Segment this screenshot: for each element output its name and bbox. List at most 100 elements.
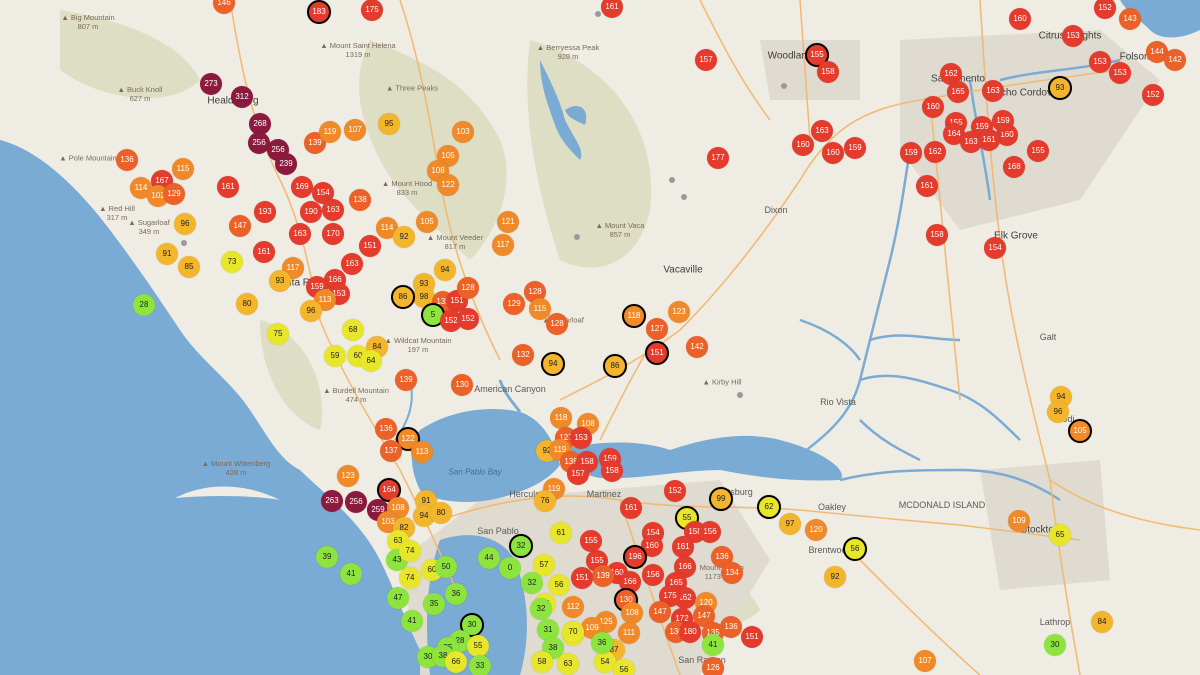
- aqi-sensor-marker[interactable]: 142: [686, 336, 708, 358]
- aqi-sensor-marker[interactable]: 158: [817, 61, 839, 83]
- aqi-sensor-marker[interactable]: 107: [914, 650, 936, 672]
- aqi-sensor-marker[interactable]: 94: [541, 352, 565, 376]
- aqi-sensor-marker[interactable]: 117: [492, 234, 514, 256]
- aqi-sensor-marker[interactable]: 177: [707, 147, 729, 169]
- aqi-sensor-marker[interactable]: 128: [457, 277, 479, 299]
- aqi-sensor-marker[interactable]: 80: [430, 502, 452, 524]
- aqi-sensor-marker[interactable]: 56: [843, 537, 867, 561]
- aqi-sensor-marker[interactable]: 154: [312, 182, 334, 204]
- aqi-sensor-marker[interactable]: 41: [401, 610, 423, 632]
- aqi-sensor-marker[interactable]: 153: [1062, 25, 1084, 47]
- aqi-sensor-marker[interactable]: 55: [467, 635, 489, 657]
- aqi-sensor-marker[interactable]: 58: [531, 651, 553, 673]
- aqi-sensor-marker[interactable]: 164: [943, 123, 965, 145]
- aqi-sensor-marker[interactable]: 166: [619, 571, 641, 593]
- aqi-sensor-marker[interactable]: 47: [387, 587, 409, 609]
- aqi-sensor-marker[interactable]: 33: [469, 655, 491, 675]
- aqi-sensor-marker[interactable]: 92: [824, 566, 846, 588]
- aqi-sensor-marker[interactable]: 132: [512, 344, 534, 366]
- aqi-sensor-marker[interactable]: 154: [984, 237, 1006, 259]
- aqi-sensor-marker[interactable]: 95: [378, 113, 400, 135]
- aqi-sensor-marker[interactable]: 96: [1047, 401, 1069, 423]
- aqi-sensor-marker[interactable]: 93: [1048, 76, 1072, 100]
- aqi-sensor-marker[interactable]: 103: [452, 121, 474, 143]
- aqi-sensor-marker[interactable]: 157: [695, 49, 717, 71]
- aqi-sensor-marker[interactable]: 65: [1049, 524, 1071, 546]
- aqi-sensor-marker[interactable]: 123: [668, 301, 690, 323]
- aqi-sensor-marker[interactable]: 74: [399, 540, 421, 562]
- aqi-sensor-marker[interactable]: 168: [1003, 156, 1025, 178]
- aqi-sensor-marker[interactable]: 136: [116, 149, 138, 171]
- aqi-sensor-marker[interactable]: 130: [451, 374, 473, 396]
- aqi-sensor-marker[interactable]: 161: [916, 175, 938, 197]
- aqi-sensor-marker[interactable]: 36: [591, 632, 613, 654]
- aqi-sensor-marker[interactable]: 155: [580, 530, 602, 552]
- aqi-sensor-marker[interactable]: 256: [248, 132, 270, 154]
- aqi-sensor-marker[interactable]: 64: [360, 350, 382, 372]
- aqi-sensor-marker[interactable]: 119: [319, 121, 341, 143]
- aqi-sensor-marker[interactable]: 153: [1109, 62, 1131, 84]
- aqi-sensor-marker[interactable]: 196: [623, 545, 647, 569]
- aqi-sensor-marker[interactable]: 163: [289, 223, 311, 245]
- aqi-sensor-marker[interactable]: 159: [844, 137, 866, 159]
- aqi-sensor-marker[interactable]: 86: [391, 285, 415, 309]
- aqi-sensor-marker[interactable]: 180: [679, 621, 701, 643]
- aqi-sensor-marker[interactable]: 62: [757, 495, 781, 519]
- aqi-sensor-marker[interactable]: 105: [416, 211, 438, 233]
- aqi-sensor-marker[interactable]: 94: [413, 505, 435, 527]
- aqi-sensor-marker[interactable]: 118: [622, 304, 646, 328]
- aqi-sensor-marker[interactable]: 94: [434, 259, 456, 281]
- aqi-sensor-marker[interactable]: 151: [741, 626, 763, 648]
- aqi-sensor-marker[interactable]: 156: [699, 521, 721, 543]
- aqi-sensor-marker[interactable]: 256: [345, 491, 367, 513]
- aqi-sensor-marker[interactable]: 115: [172, 158, 194, 180]
- aqi-sensor-marker[interactable]: 118: [550, 407, 572, 429]
- aqi-sensor-marker[interactable]: 96: [174, 213, 196, 235]
- aqi-sensor-marker[interactable]: 163: [322, 199, 344, 221]
- aqi-sensor-marker[interactable]: 121: [497, 211, 519, 233]
- aqi-sensor-marker[interactable]: 151: [645, 341, 669, 365]
- aqi-sensor-marker[interactable]: 160: [792, 134, 814, 156]
- aqi-sensor-marker[interactable]: 175: [361, 0, 383, 21]
- aqi-sensor-marker[interactable]: 239: [275, 153, 297, 175]
- aqi-sensor-marker[interactable]: 41: [340, 563, 362, 585]
- aqi-sensor-marker[interactable]: 158: [601, 460, 623, 482]
- aqi-sensor-marker[interactable]: 163: [341, 253, 363, 275]
- aqi-sensor-marker[interactable]: 146: [213, 0, 235, 14]
- aqi-sensor-marker[interactable]: 169: [291, 176, 313, 198]
- aqi-sensor-marker[interactable]: 165: [947, 81, 969, 103]
- aqi-sensor-marker[interactable]: 114: [130, 177, 152, 199]
- aqi-sensor-marker[interactable]: 41: [702, 634, 724, 656]
- aqi-sensor-marker[interactable]: 32: [521, 572, 543, 594]
- aqi-sensor-marker[interactable]: 152: [1094, 0, 1116, 19]
- aqi-sensor-marker[interactable]: 123: [337, 465, 359, 487]
- aqi-sensor-marker[interactable]: 161: [217, 176, 239, 198]
- aqi-sensor-marker[interactable]: 153: [570, 427, 592, 449]
- aqi-sensor-marker[interactable]: 35: [423, 593, 445, 615]
- aqi-sensor-marker[interactable]: 263: [321, 490, 343, 512]
- aqi-sensor-marker[interactable]: 74: [399, 567, 421, 589]
- aqi-sensor-marker[interactable]: 161: [672, 536, 694, 558]
- aqi-sensor-marker[interactable]: 85: [178, 256, 200, 278]
- aqi-sensor-marker[interactable]: 157: [567, 463, 589, 485]
- aqi-sensor-marker[interactable]: 31: [537, 619, 559, 641]
- aqi-sensor-marker[interactable]: 159: [992, 110, 1014, 132]
- aqi-sensor-marker[interactable]: 268: [249, 113, 271, 135]
- aqi-sensor-marker[interactable]: 151: [359, 235, 381, 257]
- aqi-sensor-marker[interactable]: 54: [594, 651, 616, 673]
- aqi-sensor-marker[interactable]: 193: [254, 201, 276, 223]
- aqi-sensor-marker[interactable]: 50: [435, 556, 457, 578]
- aqi-sensor-marker[interactable]: 163: [811, 120, 833, 142]
- aqi-sensor-marker[interactable]: 120: [805, 519, 827, 541]
- aqi-sensor-marker[interactable]: 111: [618, 622, 640, 644]
- aqi-sensor-marker[interactable]: 160: [641, 535, 663, 557]
- aqi-sensor-marker[interactable]: 32: [509, 534, 533, 558]
- aqi-sensor-marker[interactable]: 98: [413, 286, 435, 308]
- aqi-sensor-marker[interactable]: 137: [380, 440, 402, 462]
- aqi-sensor-marker[interactable]: 162: [940, 63, 962, 85]
- aqi-sensor-marker[interactable]: 156: [642, 564, 664, 586]
- aqi-sensor-marker[interactable]: 113: [411, 441, 433, 463]
- aqi-sensor-marker[interactable]: 112: [562, 596, 584, 618]
- aqi-sensor-marker[interactable]: 161: [601, 0, 623, 18]
